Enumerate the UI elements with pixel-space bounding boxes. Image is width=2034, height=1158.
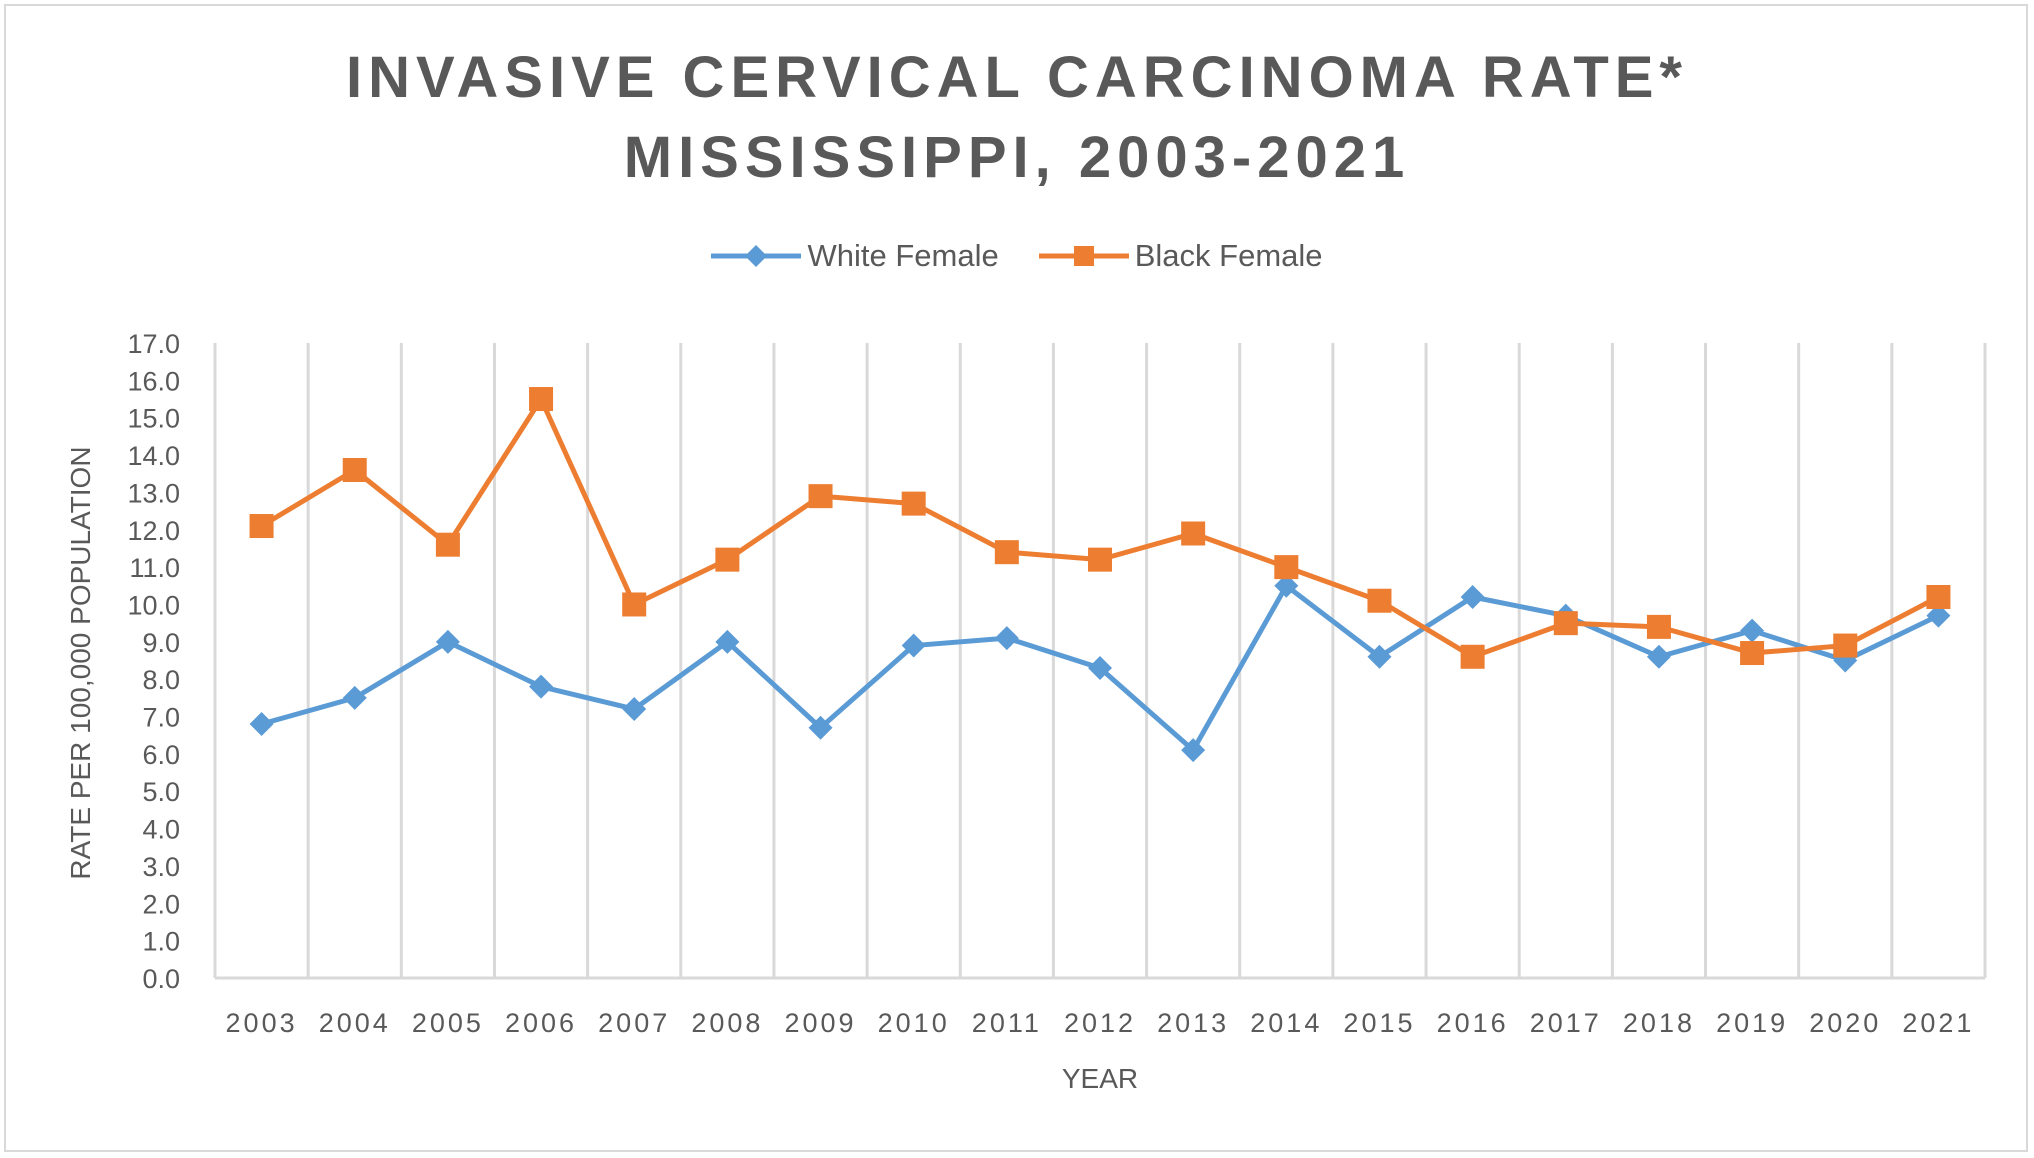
y-tick-label: 7.0	[142, 703, 180, 733]
data-point-black-female	[1274, 555, 1299, 580]
x-tick-label: 2013	[1157, 1008, 1229, 1038]
y-tick-label: 16.0	[127, 366, 180, 396]
data-point-white-female	[1646, 644, 1671, 669]
data-point-black-female	[901, 491, 926, 516]
x-tick-label: 2010	[878, 1008, 950, 1038]
grid-lines	[213, 343, 1987, 980]
y-tick-label: 13.0	[127, 478, 180, 508]
x-tick-label: 2017	[1530, 1008, 1602, 1038]
y-axis-label: RATE PER 100,000 POPULATION	[65, 446, 96, 879]
y-tick-label: 6.0	[142, 740, 180, 770]
y-tick-label: 15.0	[127, 404, 180, 434]
data-point-black-female	[1926, 585, 1951, 609]
x-axis-label: YEAR	[1062, 1063, 1138, 1094]
data-point-black-female	[994, 540, 1019, 565]
data-point-white-female	[622, 697, 647, 722]
x-tick-label: 2011	[972, 1008, 1042, 1038]
data-point-white-female	[435, 629, 460, 654]
data-point-black-female	[1088, 547, 1112, 572]
y-tick-label: 4.0	[142, 815, 180, 845]
x-tick-label: 2021	[1902, 1008, 1974, 1038]
chart-title: INVASIVE CERVICAL CARCINOMA RATE*	[346, 45, 1688, 110]
data-point-black-female	[249, 514, 274, 539]
x-tick-label: 2005	[412, 1008, 484, 1038]
data-point-black-female	[1367, 588, 1392, 613]
data-point-white-female	[1740, 618, 1765, 643]
x-tick-label: 2019	[1716, 1008, 1788, 1038]
y-tick-label: 14.0	[127, 441, 180, 471]
x-tick-label: 2016	[1437, 1008, 1509, 1038]
y-tick-label: 2.0	[142, 889, 180, 919]
series-lines	[260, 396, 1940, 753]
y-tick-label: 17.0	[127, 329, 180, 359]
chart-frame	[4, 4, 2028, 1152]
legend: White Female Black Female	[0, 238, 2034, 274]
y-tick-label: 0.0	[142, 964, 180, 994]
data-point-black-female	[1833, 633, 1858, 658]
data-point-black-female	[342, 458, 367, 482]
data-point-white-female	[1367, 644, 1392, 669]
data-point-white-female	[808, 715, 833, 740]
data-point-black-female	[529, 387, 554, 412]
x-tick-label: 2003	[226, 1008, 298, 1038]
data-point-white-female	[249, 712, 274, 736]
x-tick-label: 2009	[784, 1008, 856, 1038]
data-point-black-female	[1740, 641, 1765, 666]
legend-marker-black-female	[1038, 246, 1129, 266]
x-tick-label: 2018	[1623, 1008, 1695, 1038]
series-line-black-female	[260, 396, 1940, 660]
data-point-black-female	[1460, 644, 1485, 669]
data-point-white-female	[1460, 585, 1485, 609]
y-tick-labels: 0.0 1.0 2.0 3.0 4.0 5.0 6.0 7.0 8.0 9.0 10.0 11.0 12…	[127, 329, 180, 994]
series-markers	[249, 387, 1951, 763]
x-tick-label: 2006	[505, 1008, 577, 1038]
x-tick-label: 2020	[1809, 1008, 1881, 1038]
data-point-black-female	[622, 592, 647, 617]
data-point-white-female	[1181, 738, 1206, 763]
y-tick-label: 5.0	[142, 777, 180, 807]
x-tick-label: 2012	[1064, 1008, 1136, 1038]
legend-marker-white-female	[711, 245, 802, 267]
x-tick-label: 2007	[598, 1008, 670, 1038]
y-tick-label: 11.0	[129, 553, 180, 583]
x-tick-label: 2008	[691, 1008, 763, 1038]
x-tick-label: 2015	[1343, 1008, 1415, 1038]
y-tick-label: 9.0	[142, 628, 180, 658]
data-point-white-female	[529, 674, 554, 699]
data-point-black-female	[1181, 521, 1206, 546]
data-point-white-female	[994, 626, 1019, 651]
data-point-white-female	[1088, 655, 1112, 680]
data-point-white-female	[1926, 603, 1951, 628]
data-point-white-female	[901, 633, 926, 658]
y-tick-label: 12.0	[127, 516, 180, 546]
data-point-white-female	[1274, 573, 1299, 598]
data-point-black-female	[1553, 611, 1578, 636]
legend-item-black-female: Black Female	[1038, 238, 1323, 274]
data-point-white-female	[715, 629, 740, 654]
y-tick-label: 3.0	[142, 852, 180, 882]
y-tick-label: 10.0	[127, 590, 180, 620]
chart-subtitle: MISSISSIPPI, 2003-2021	[623, 125, 1411, 190]
data-point-white-female	[342, 685, 367, 710]
y-tick-label: 1.0	[142, 927, 180, 957]
x-tick-labels: 2003 2004 2005 2006 2007 2008 2009 2010 2011 2012…	[226, 1008, 1974, 1038]
legend-label-black-female: Black Female	[1134, 238, 1323, 273]
x-tick-label: 2004	[319, 1008, 391, 1038]
data-point-black-female	[435, 532, 460, 557]
data-point-black-female	[1646, 614, 1671, 639]
data-point-black-female	[808, 484, 833, 509]
legend-label-white-female: White Female	[807, 238, 999, 273]
x-tick-label: 2014	[1250, 1008, 1322, 1038]
data-point-black-female	[715, 547, 740, 572]
y-tick-label: 8.0	[142, 665, 180, 695]
legend-item-white-female: White Female	[711, 238, 999, 274]
